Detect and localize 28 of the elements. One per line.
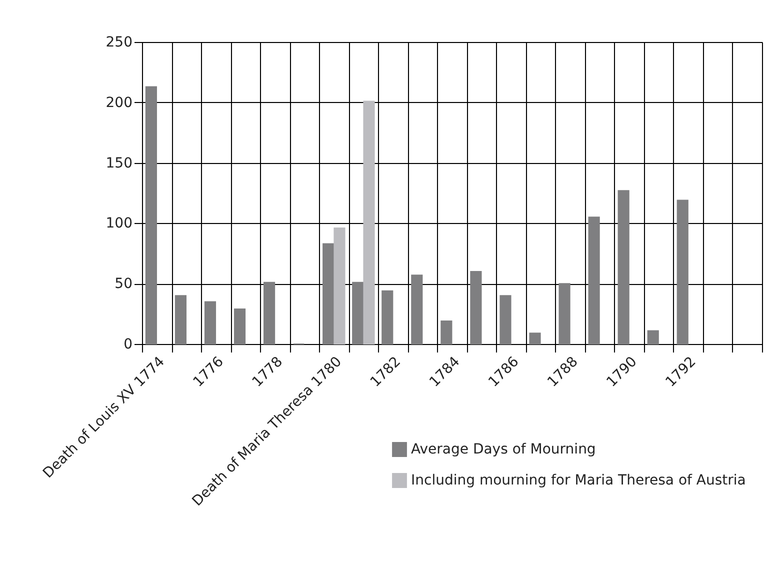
bar (234, 308, 246, 344)
y-tick-label: 100 (106, 216, 132, 232)
bar (145, 86, 157, 344)
bar (204, 301, 216, 344)
bar (322, 243, 334, 344)
y-tick-label: 250 (106, 34, 132, 50)
y-tick-label: 200 (106, 94, 132, 111)
bar (470, 271, 482, 344)
legend-label: Including mourning for Maria Theresa of Austria (411, 472, 746, 488)
bar (618, 190, 630, 344)
y-tick-label: 150 (106, 155, 132, 172)
bar (352, 282, 364, 344)
bar (334, 228, 346, 344)
y-tick-label: 0 (124, 336, 132, 352)
legend-label: Average Days of Mourning (411, 442, 596, 458)
bar (647, 330, 659, 344)
bar (263, 282, 276, 344)
bar (174, 295, 187, 344)
bar (382, 290, 394, 344)
y-tick-label: 50 (114, 276, 132, 292)
bar (500, 295, 512, 344)
bar (588, 216, 600, 344)
bar (411, 274, 423, 344)
bar (363, 100, 375, 344)
bar (440, 320, 452, 344)
bar (676, 200, 688, 344)
bar (529, 332, 541, 344)
bar (558, 283, 570, 344)
